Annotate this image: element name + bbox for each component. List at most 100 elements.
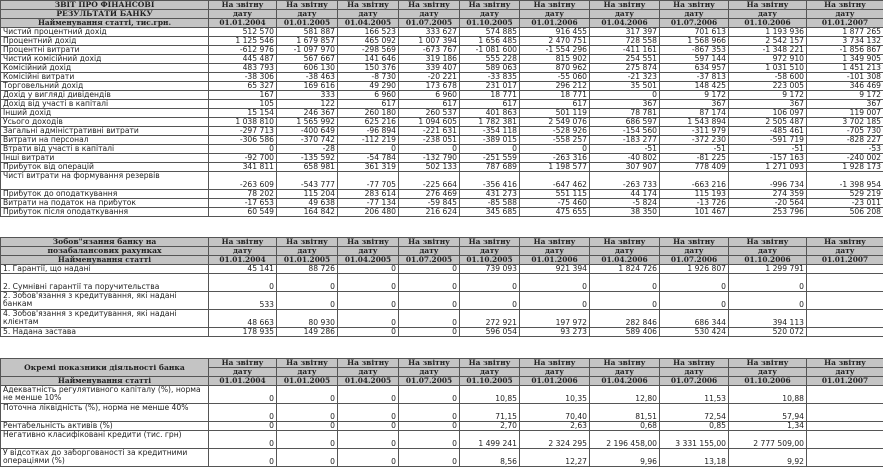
row-label: Чисті витрати на формування резервів <box>0 171 209 190</box>
row-label: У відсотках до заборгованості за кредитн… <box>0 448 209 467</box>
column-date: 01.01.2007 <box>806 376 883 386</box>
cell-value: 231 017 <box>459 81 520 91</box>
cell-value: -135 592 <box>276 153 338 163</box>
cell-value <box>806 421 883 431</box>
cell-value: 617 <box>337 99 399 109</box>
header-row: дату дату дату дату дату дату дату дату дату дату <box>1 367 883 377</box>
table-row: Витрати на податок на прибуток -17 653 49 … <box>0 198 883 208</box>
cell-value: 483 793 <box>208 63 277 73</box>
cell-value: 106 097 <box>728 108 807 118</box>
cell-value: 0 <box>337 448 399 467</box>
cell-value: 0 <box>276 385 338 404</box>
section-title: Окремі показники діяльності банка <box>0 358 209 377</box>
cell-value: -58 600 <box>728 72 807 82</box>
cell-value: 658 981 <box>276 162 338 172</box>
cell-value: -21 323 <box>589 72 660 82</box>
column-date: 01.07.2006 <box>659 18 729 28</box>
cell-value: 101 467 <box>659 207 729 217</box>
row-label: 2. Зобов'язання з кредитування, які нада… <box>0 291 209 310</box>
table-row: Прибуток до оподаткування 78 202 115 204 28… <box>0 189 883 199</box>
table-row: Комісійні витрати -38 306 -38 463 -8 730 -20… <box>0 72 883 82</box>
cell-value: 12,80 <box>589 385 660 404</box>
cell-value: 0 <box>589 291 660 310</box>
cell-value: 0 <box>398 144 460 154</box>
date-header-row: Найменування статті, тис.грн. 01.01.2004 0… <box>0 18 883 28</box>
cell-value: 60 549 <box>208 207 277 217</box>
cell-value: 1 928 173 <box>806 162 883 172</box>
cell-value: 0 <box>398 430 460 449</box>
cell-value: 0 <box>276 403 338 422</box>
cell-value: 870 962 <box>519 63 590 73</box>
row-label: Інші витрати <box>0 153 209 163</box>
column-header: На звітну <box>806 358 883 368</box>
cell-value: 0 <box>459 291 520 310</box>
column-header: дату <box>806 367 883 377</box>
cell-value: 1 031 510 <box>728 63 807 73</box>
column-header: дату <box>459 367 520 377</box>
cell-value: 2,63 <box>519 421 590 431</box>
cell-value: 1 877 265 <box>806 27 883 37</box>
cell-value: -53 <box>806 144 883 154</box>
column-header: На звітну <box>519 0 590 10</box>
cell-value: 78 781 <box>589 108 660 118</box>
cell-value: 115 193 <box>659 189 729 199</box>
table-row: Комісійний дохід 483 793 606 130 150 376 339… <box>0 63 883 73</box>
cell-value: 44 174 <box>589 189 660 199</box>
column-date: 01.01.2004 <box>208 18 277 28</box>
column-header: На звітну <box>459 0 520 10</box>
cell-value: 164 842 <box>276 207 338 217</box>
cell-value: 0 <box>398 264 460 274</box>
cell-value: 445 487 <box>208 54 277 64</box>
cell-value: 1 926 807 <box>659 264 729 274</box>
cell-value: 216 624 <box>398 207 460 217</box>
cell-value: 119 007 <box>806 108 883 118</box>
cell-value: 70,40 <box>519 403 590 422</box>
cell-value: -37 813 <box>659 72 729 82</box>
cell-value: 1 007 394 <box>398 36 460 46</box>
cell-value: -867 353 <box>659 45 729 55</box>
section-title: позабалансових рахунках <box>0 246 209 256</box>
cell-value: 0 <box>337 327 399 337</box>
cell-value: 38 350 <box>589 207 660 217</box>
cell-value: 367 <box>659 99 729 109</box>
cell-value: 529 219 <box>806 189 883 199</box>
cell-value: 0 <box>398 403 460 422</box>
table-row: 2. Сумнівні гарантії та поручительства 0 0… <box>0 273 883 292</box>
cell-value: 3 702 185 <box>806 117 883 127</box>
cell-value: 686 597 <box>589 117 660 127</box>
column-header: На звітну <box>337 237 399 247</box>
cell-value: 346 469 <box>806 81 883 91</box>
column-header: На звітну <box>398 0 460 10</box>
cell-value <box>806 430 883 449</box>
table-row: Процентний дохід 1 125 546 1 679 857 465 09… <box>0 36 883 46</box>
column-header: дату <box>728 367 807 377</box>
column-date: 01.01.2005 <box>276 376 338 386</box>
cell-value: -263 733 <box>589 171 660 190</box>
table-row: Торговельний дохід 65 327 169 616 49 290 173… <box>0 81 883 91</box>
column-header: На звітну <box>659 0 729 10</box>
cell-value: -183 277 <box>589 135 660 145</box>
table-row: 1. Гарантії, що надані 45 141 88 726 0 0 739 … <box>0 264 883 274</box>
cell-value: -112 219 <box>337 135 399 145</box>
cell-value: -251 559 <box>459 153 520 163</box>
cell-value: -297 713 <box>208 126 277 136</box>
cell-value: 972 910 <box>728 54 807 64</box>
column-header: дату <box>276 9 338 19</box>
cell-value: 0 <box>208 144 277 154</box>
column-date: 01.04.2006 <box>589 255 660 265</box>
cell-value: 254 551 <box>589 54 660 64</box>
cell-value: 589 063 <box>459 63 520 73</box>
cell-value: -705 730 <box>806 126 883 136</box>
table-row: Дохід у вигляді дивідендів 167 333 6 960 6 9… <box>0 90 883 100</box>
row-label: 4. Зобов'язання з кредитування, які нада… <box>0 309 209 328</box>
cell-value: -154 560 <box>589 126 660 136</box>
cell-value: 272 921 <box>459 309 520 328</box>
cell-value: 1 568 966 <box>659 36 729 46</box>
cell-value: 916 455 <box>519 27 590 37</box>
cell-value: -1 097 970 <box>276 45 338 55</box>
cell-value: -354 118 <box>459 126 520 136</box>
cell-value: 246 367 <box>276 108 338 118</box>
column-date: 01.01.2004 <box>208 376 277 386</box>
cell-value: 787 689 <box>459 162 520 172</box>
cell-value: 8,56 <box>459 448 520 467</box>
